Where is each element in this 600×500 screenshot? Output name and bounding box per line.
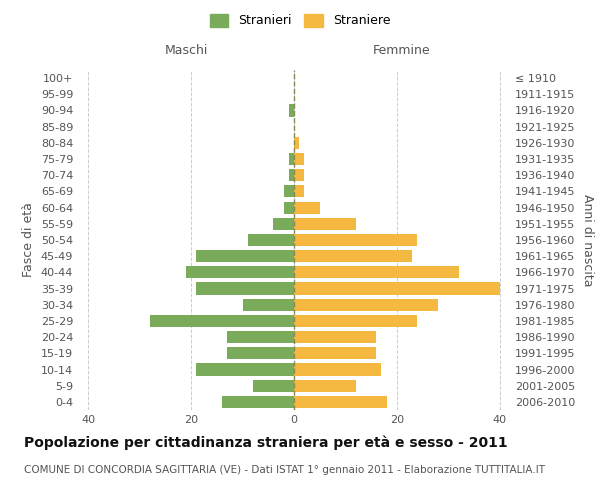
Bar (253, 380, 294, 392)
Bar (294, 364, 382, 376)
Bar (294, 153, 304, 165)
Bar (242, 298, 294, 311)
Bar (186, 266, 294, 278)
Bar (289, 169, 294, 181)
Bar (294, 202, 320, 213)
Bar (294, 298, 438, 311)
Bar (289, 104, 294, 117)
Bar (294, 266, 458, 278)
Bar (294, 348, 376, 360)
Y-axis label: Anni di nascita: Anni di nascita (581, 194, 594, 286)
Bar (294, 282, 500, 294)
Bar (294, 380, 356, 392)
Bar (196, 282, 294, 294)
Y-axis label: Fasce di età: Fasce di età (22, 202, 35, 278)
Bar (284, 186, 294, 198)
Bar (196, 364, 294, 376)
Bar (284, 202, 294, 213)
Text: COMUNE DI CONCORDIA SAGITTARIA (VE) - Dati ISTAT 1° gennaio 2011 - Elaborazione : COMUNE DI CONCORDIA SAGITTARIA (VE) - Da… (24, 465, 545, 475)
Bar (222, 396, 294, 408)
Bar (289, 153, 294, 165)
Text: Popolazione per cittadinanza straniera per età e sesso - 2011: Popolazione per cittadinanza straniera p… (24, 435, 508, 450)
Bar (227, 348, 294, 360)
Bar (196, 250, 294, 262)
Bar (294, 186, 304, 198)
Bar (294, 234, 418, 246)
Legend: Stranieri, Straniere: Stranieri, Straniere (205, 8, 395, 32)
Text: Maschi: Maschi (164, 44, 208, 57)
Text: Femmine: Femmine (373, 44, 431, 57)
Bar (294, 218, 356, 230)
Bar (294, 169, 304, 181)
Bar (248, 234, 294, 246)
Bar (294, 331, 376, 343)
Bar (274, 218, 294, 230)
Bar (294, 250, 412, 262)
Bar (294, 396, 386, 408)
Bar (150, 315, 294, 327)
Bar (294, 137, 299, 149)
Bar (294, 315, 418, 327)
Bar (227, 331, 294, 343)
